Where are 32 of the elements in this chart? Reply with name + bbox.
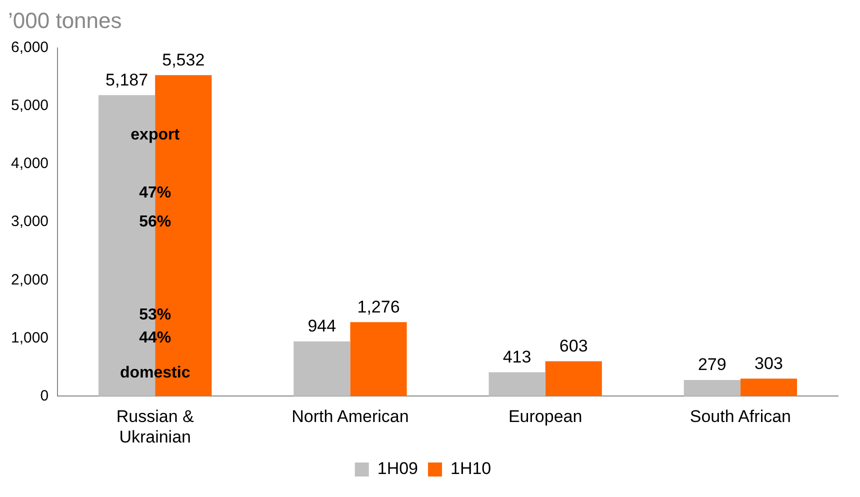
data-label: 944: [308, 316, 336, 336]
y-tick-label: 4,000: [10, 155, 49, 172]
annotation: export: [130, 126, 180, 144]
x-tick-label: South African: [690, 407, 792, 426]
data-label: 5,187: [106, 70, 148, 90]
data-label: 5,532: [162, 50, 205, 70]
legend-label: 1H10: [450, 459, 492, 478]
bar: [350, 322, 407, 396]
data-label: 303: [754, 354, 783, 373]
data-label: 279: [698, 355, 726, 374]
x-tick-label: European: [508, 407, 582, 426]
annotation: 53%: [139, 306, 172, 324]
annotation: domestic: [120, 364, 190, 382]
x-tick-label: North American: [292, 407, 409, 426]
data-label: 603: [559, 336, 588, 356]
bar: [684, 380, 740, 396]
data-label: 413: [502, 347, 532, 366]
y-axis-title: ’000 tonnes: [8, 8, 122, 34]
y-tick-label: 1,000: [10, 329, 49, 346]
bar: [545, 361, 602, 396]
annotation: 56%: [139, 214, 172, 231]
bar: [740, 378, 798, 396]
y-tick-label: 2,000: [10, 271, 49, 288]
data-label: 1,276: [357, 297, 400, 316]
x-tick-label: Russian & Ukrainian: [116, 407, 194, 446]
y-tick-label: 0: [40, 387, 49, 404]
bar: [488, 372, 546, 396]
bar: [294, 341, 350, 396]
legend-label: 1H09: [377, 459, 418, 478]
y-tick-label: 6,000: [10, 39, 49, 56]
y-tick-label: 3,000: [10, 213, 49, 230]
y-tick-label: 5,000: [10, 97, 49, 114]
